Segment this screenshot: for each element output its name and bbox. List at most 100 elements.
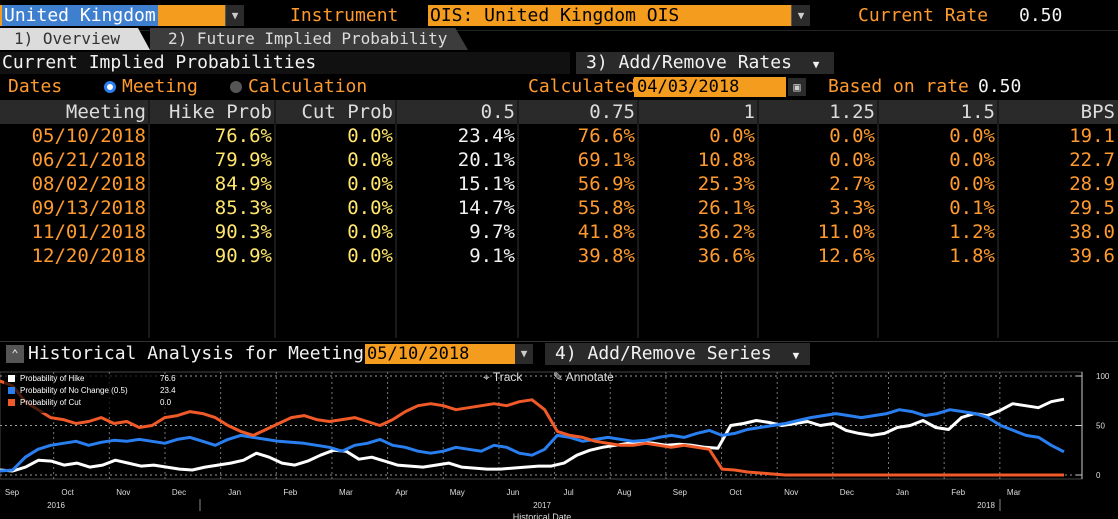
based-on-rate-value: 0.50 <box>978 76 1022 97</box>
track-tool[interactable]: ⌖ Track <box>483 370 523 384</box>
x-tick-label: Oct <box>729 488 742 497</box>
add-remove-series-button[interactable]: 4) Add/Remove Series ▼ <box>545 343 810 365</box>
cell-bps: 38.0 <box>1069 221 1115 243</box>
x-axis-label: Historical Date <box>513 512 572 519</box>
x-tick-label: Nov <box>784 488 798 497</box>
x-tick-label: May <box>450 488 465 497</box>
column-divider <box>274 100 276 338</box>
column-header-rate-0-5[interactable]: 0.5 <box>397 100 518 124</box>
based-on-rate-label: Based on rate <box>828 76 969 97</box>
add-remove-rates-label: 3) Add/Remove Rates <box>586 52 792 73</box>
chevron-down-icon: ▼ <box>812 58 820 71</box>
table-header-row: Meeting Hike Prob Cut Prob 0.5 0.75 1 1.25 1.5 B… <box>0 100 1118 124</box>
cell-bps: 28.9 <box>1069 173 1115 195</box>
legend-swatch <box>8 399 15 406</box>
cell-rate-1-25: 11.0% <box>817 221 875 243</box>
table-row[interactable]: 06/21/2018 79.9% 0.0% 20.1% 69.1% 10.8% 0.0% 0.… <box>0 148 1118 172</box>
calculation-radio[interactable]: Calculation <box>230 76 367 98</box>
meeting-radio-label: Meeting <box>122 76 198 97</box>
x-tick-label: Feb <box>951 488 965 497</box>
cell-rate-0-75: 69.1% <box>577 149 635 171</box>
table-row[interactable]: 08/02/2018 84.9% 0.0% 15.1% 56.9% 25.3% 2.7% 0.… <box>0 172 1118 196</box>
cell-meeting: 05/10/2018 <box>31 125 146 147</box>
cell-cut-prob: 0.0% <box>347 125 393 147</box>
cell-rate-0-5: 15.1% <box>457 173 515 195</box>
column-header-rate-1[interactable]: 1 <box>639 100 758 124</box>
cell-rate-0-75: 56.9% <box>577 173 635 195</box>
chevron-down-icon[interactable]: ▼ <box>515 344 533 364</box>
cell-rate-1-5: 1.8% <box>949 245 995 267</box>
tab-overview[interactable]: 1) Overview <box>0 28 150 50</box>
table-row[interactable]: 09/13/2018 85.3% 0.0% 14.7% 55.8% 26.1% 3.3% 0.… <box>0 196 1118 220</box>
calculated-date-field[interactable]: 04/03/2018 <box>634 77 786 97</box>
calendar-icon[interactable]: ▣ <box>788 78 806 96</box>
column-header-rate-1-25[interactable]: 1.25 <box>759 100 878 124</box>
x-tick-label: Mar <box>339 488 353 497</box>
x-year-label: 2016 <box>47 501 65 510</box>
meeting-radio[interactable]: Meeting <box>104 76 198 98</box>
historical-title: ⌃ Historical Analysis for Meeting <box>6 343 364 365</box>
column-header-meeting[interactable]: Meeting <box>0 100 149 124</box>
table-row[interactable]: 11/01/2018 90.3% 0.0% 9.7% 41.8% 36.2% 11.0% 1.… <box>0 220 1118 244</box>
add-remove-rates-button[interactable]: 3) Add/Remove Rates ▼ <box>576 52 834 74</box>
column-divider <box>997 100 999 338</box>
cell-rate-1-25: 0.0% <box>829 125 875 147</box>
cell-hike-prob: 84.9% <box>214 173 272 195</box>
cell-hike-prob: 79.9% <box>214 149 272 171</box>
y-tick-label: 0 <box>1096 471 1101 480</box>
cell-rate-1: 26.1% <box>697 197 755 219</box>
history-chart[interactable]: 0 50 100 Sep Oct Nov Dec Jan Feb Mar Apr May Jun Jul A… <box>0 367 1118 519</box>
chevron-down-icon[interactable]: ▼ <box>225 5 244 26</box>
cell-rate-1: 25.3% <box>697 173 755 195</box>
calculation-radio-label: Calculation <box>248 76 368 97</box>
x-tick-label: Mar <box>1007 488 1021 497</box>
column-header-rate-0-75[interactable]: 0.75 <box>519 100 638 124</box>
cell-rate-0-75: 41.8% <box>577 221 635 243</box>
collapse-icon[interactable]: ⌃ <box>6 345 24 363</box>
cell-meeting: 12/20/2018 <box>31 245 146 267</box>
cell-rate-0-5: 20.1% <box>457 149 515 171</box>
table-row[interactable]: 05/10/2018 76.6% 0.0% 23.4% 76.6% 0.0% 0.0% 0.0… <box>0 124 1118 148</box>
cell-rate-1-5: 0.1% <box>949 197 995 219</box>
cell-hike-prob: 90.9% <box>214 245 272 267</box>
cell-rate-1-25: 2.7% <box>829 173 875 195</box>
instrument-label: Instrument <box>290 5 399 26</box>
tab-future-implied-probability[interactable]: 2) Future Implied Probability <box>150 28 468 50</box>
cell-rate-0-5: 9.1% <box>469 245 515 267</box>
cell-meeting: 08/02/2018 <box>31 173 146 195</box>
cell-rate-1-5: 0.0% <box>949 173 995 195</box>
meeting-date-dropdown[interactable]: 05/10/2018 ▼ <box>365 344 533 364</box>
cell-hike-prob: 90.3% <box>214 221 272 243</box>
x-year-label: 2017 <box>533 501 551 510</box>
cell-rate-1: 10.8% <box>697 149 755 171</box>
column-header-cut-prob[interactable]: Cut Prob <box>276 100 396 124</box>
legend-label: Probability of Hike <box>20 374 85 383</box>
cell-rate-1-5: 0.0% <box>949 149 995 171</box>
column-divider <box>637 100 639 338</box>
annotate-tool[interactable]: ✎ Annotate <box>553 370 614 384</box>
x-tick-label: Oct <box>61 488 74 497</box>
x-tick-label: Sep <box>5 488 20 497</box>
column-header-rate-1-5[interactable]: 1.5 <box>879 100 998 124</box>
column-divider <box>877 100 879 338</box>
column-header-bps[interactable]: BPS <box>999 100 1118 124</box>
x-tick-label: Apr <box>395 488 408 497</box>
cell-hike-prob: 85.3% <box>214 197 272 219</box>
x-tick-label: Jun <box>506 488 519 497</box>
country-dropdown[interactable]: United Kingdom ▼ <box>0 5 244 26</box>
instrument-dropdown[interactable]: OIS: United Kingdom OIS ▼ <box>428 5 810 26</box>
current-rate-label: Current Rate <box>858 5 989 26</box>
chevron-down-icon[interactable]: ▼ <box>791 5 810 26</box>
add-remove-series-label: 4) Add/Remove Series <box>555 343 772 364</box>
table-row[interactable]: 12/20/2018 90.9% 0.0% 9.1% 39.8% 36.6% 12.6% 1.… <box>0 244 1118 268</box>
series-line-3 <box>0 379 1064 477</box>
x-tick-label: Jan <box>896 488 909 497</box>
x-tick-label: Dec <box>172 488 186 497</box>
column-divider <box>395 100 397 338</box>
cell-rate-0-75: 55.8% <box>577 197 635 219</box>
column-header-hike-prob[interactable]: Hike Prob <box>150 100 275 124</box>
meeting-date-value: 05/10/2018 <box>367 344 470 364</box>
x-tick-label: Feb <box>283 488 297 497</box>
cell-rate-1-25: 3.3% <box>829 197 875 219</box>
dates-row: Dates Meeting Calculation Calculated Bas… <box>0 76 1118 98</box>
